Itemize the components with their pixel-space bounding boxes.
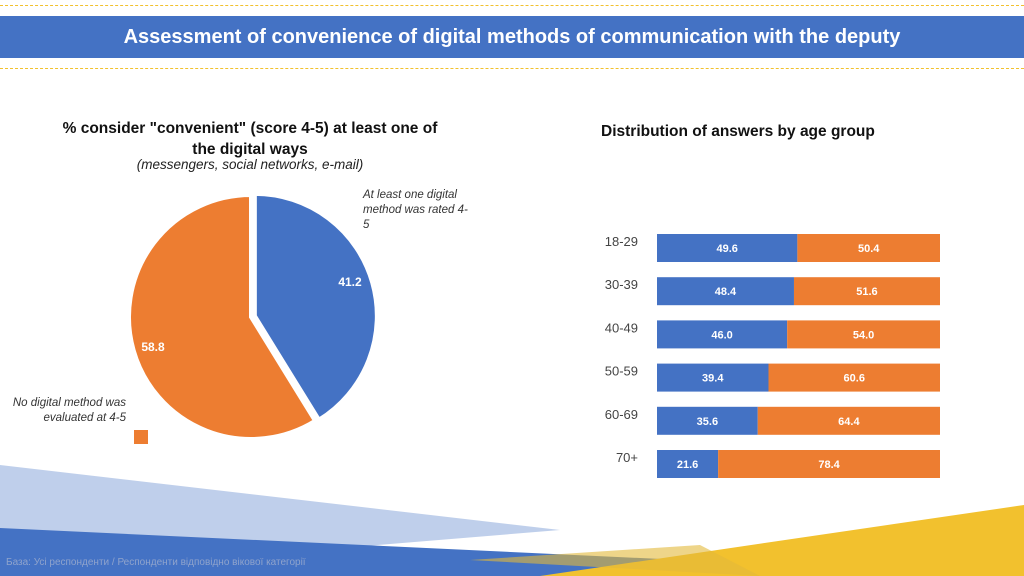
bar-category-label: 50-59 [605,364,638,379]
pie-slice-1 [127,192,318,441]
pie-legend-swatch-orange [134,430,148,444]
bar-segment [718,450,940,478]
bar-segment [757,406,940,435]
bar-category-label: 70+ [616,450,638,465]
bar-segment [787,320,940,349]
pie-slice-0 [252,191,379,423]
bar-value-label: 78.4 [818,459,840,471]
bar-category-label: 18-29 [605,234,638,249]
bar-segment [657,277,794,306]
bar-category-label: 40-49 [605,320,638,335]
pie-legend-label-rated: At least one digital method was rated 4-… [363,189,468,231]
bar-value-label: 35.6 [697,416,718,428]
bar-value-label: 21.6 [677,459,698,471]
pie-slice-label-0: 41.2 [338,275,362,289]
pie-legend-label-not-rated: No digital method was evaluated at 4-5 [12,397,126,424]
bar-value-label: 49.6 [716,243,737,255]
bar-value-label: 51.6 [856,286,877,298]
header-dashed-line [0,68,1024,69]
pie-slice-label-1: 58.8 [141,340,165,354]
top-dashed-line [0,5,1024,6]
bar-segment [657,234,798,262]
bar-segment [657,450,719,478]
bar-category-label: 60-69 [605,407,638,422]
bar-value-label: 54.0 [853,329,874,341]
bar-segment [797,234,940,262]
bar-value-label: 50.4 [858,243,880,255]
bar-value-label: 39.4 [702,373,724,385]
bar-value-label: 60.6 [844,373,865,385]
pie-chart-title: % consider "convenient" (score 4-5) at l… [62,120,438,158]
bar-segment [657,406,758,435]
bar-chart-title: Distribution of answers by age group [601,123,875,140]
bar-category-label: 30-39 [605,277,638,292]
page-title: Assessment of convenience of digital met… [0,16,1024,58]
bar-segment [657,320,788,349]
pie-chart-subtitle: (messengers, social networks, e-mail) [136,157,364,172]
bar-segment [793,277,940,306]
bar-segment [657,363,769,392]
bar-value-label: 64.4 [838,416,860,428]
bar-value-label: 46.0 [711,329,732,341]
footer-base-note: База: Усі респонденти / Респонденти відп… [6,557,306,568]
bar-segment [768,363,940,392]
bar-value-label: 48.4 [715,286,737,298]
